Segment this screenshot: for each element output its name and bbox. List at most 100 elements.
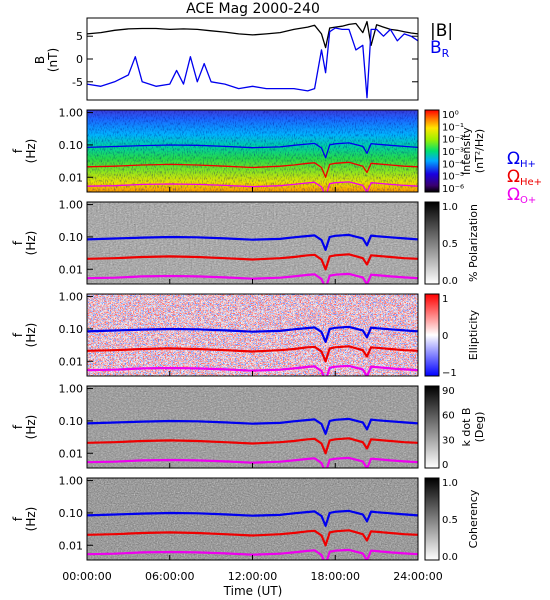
colorbar-tick-label-3-0: 90 [442,386,455,397]
colorbar-label-name-0: Intensity [460,127,473,175]
panel-ylabel-name-1: f [11,240,25,245]
colorbar-tick-label-4-0: 1.0 [442,478,458,489]
colorbar-tick-label-4-1: 0.5 [442,515,458,526]
colorbar-4 [424,477,440,561]
colorbar-tick-label-0-5: 10⁻⁵ [442,172,464,183]
panel-ylabel-unit-2: (Hz) [24,323,38,348]
colorbar-label-name-4: Coherency [467,489,480,548]
panel-ytick-label-4-1: 0.10 [59,507,84,520]
colorbar-tick-label-2-1: 0 [442,331,448,342]
field-ylabel: B (nT) [33,48,60,72]
gyro-line-3-2 [87,456,418,468]
panel-ylabel-unit-4: (Hz) [24,507,38,532]
colorbar-tick-label-1-1: 0.5 [442,239,458,250]
xtick-label-4: 24:00:00 [393,570,442,583]
panel-ytick-label-2-1: 0.10 [59,323,84,336]
colorbar-tick-label-4-2: 0.0 [442,552,458,563]
panel-ylabel-1: f (Hz) [11,231,38,256]
panel-ylabel-unit-1: (Hz) [24,231,38,256]
spectral-panel-3 [87,386,418,468]
gyro-legend-2: ΩO+ [507,185,536,206]
panel-ytick-label-3-1: 0.10 [59,415,84,428]
field-ylabel-unit: (nT) [46,48,60,72]
spectral-panel-2 [87,294,418,376]
colorbar-tick-label-2-0: 1 [442,294,448,305]
colorbar-tick-label-1-2: 0.0 [442,276,458,287]
spectral-panel-1 [87,202,418,284]
panel-ytick-label-3-2: 0.01 [59,447,84,460]
gyro-line-0-1 [87,161,418,178]
spectral-panel-0 [87,110,418,192]
panel-texture-2 [87,294,418,376]
colorbar-1 [424,201,440,285]
panel-ytick-label-4-0: 1.00 [59,475,84,488]
gyro-line-3-1 [87,437,418,455]
colorbar-tick-label-0-6: 10⁻⁶ [442,184,464,195]
panel-ylabel-unit-0: (Hz) [24,139,38,164]
panel-ylabel-name-3: f [11,424,25,429]
colorbar-tick-label-0-1: 10⁻¹ [442,122,464,133]
xtick-label-0: 00:00:00 [62,570,111,583]
field-ytick-label-0: 5 [76,30,83,43]
gyro-line-2-2 [87,364,418,376]
xtick-label-2: 12:00:00 [228,570,277,583]
colorbar-tick-label-1-0: 1.0 [442,202,458,213]
panel-ytick-label-0-0: 1.00 [59,107,84,120]
xtick-label-1: 06:00:00 [145,570,194,583]
panel-ylabel-4: f (Hz) [11,507,38,532]
colorbar-tick-label-3-2: 30 [442,435,455,446]
panel-ylabel-name-4: f [11,516,25,521]
x-axis-label: Time (UT) [223,584,283,598]
field-series-line-1 [86,27,419,99]
panel-ylabel-2: f (Hz) [11,323,38,348]
colorbar-0 [424,109,440,193]
colorbar-label-1: % Polarization [467,204,480,282]
field-legend-subscript-1: R [442,47,450,60]
gyro-line-1-0 [87,233,418,251]
panel-ylabel-name-0: f [11,148,25,153]
field-ytick-label-1: 0 [76,53,83,66]
panel-ytick-label-2-2: 0.01 [59,355,84,368]
gyro-line-0-2 [87,181,418,192]
panel-ytick-label-0-2: 0.01 [59,171,84,184]
colorbar-label-name-3: k dot B [460,408,473,447]
colorbar-tick-label-0-0: 10⁰ [442,110,459,121]
panel-texture-4 [87,478,418,560]
gyro-line-2-0 [87,325,418,343]
gyro-line-4-0 [87,509,418,527]
panel-ytick-label-1-0: 1.00 [59,199,84,212]
colorbar-label-0: Intensity (nT²/Hz) [460,127,486,175]
colorbar-label-3: k dot B (Deg) [460,408,486,447]
colorbar-label-name-2: Ellipticity [467,309,480,360]
panel-ytick-label-1-2: 0.01 [59,263,84,276]
colorbar-label-4: Coherency [467,489,480,548]
panel-ytick-label-3-0: 1.00 [59,383,84,396]
gyro-line-4-1 [87,529,418,547]
panel-texture-3 [87,386,418,468]
colorbar-tick-label-2-2: −1 [442,368,457,379]
panel-ytick-label-1-1: 0.10 [59,231,84,244]
panel-ytick-label-2-0: 1.00 [59,291,84,304]
xtick-label-3: 18:00:00 [311,570,360,583]
colorbar-3 [424,385,440,469]
panel-ytick-label-0-1: 0.10 [59,139,84,152]
field-legend-1: BR [430,38,450,60]
gyro-line-4-2 [87,548,418,560]
panel-texture-1 [87,202,418,284]
colorbar-tick-label-3-3: 0 [442,460,448,471]
field-series-line-0 [86,20,419,49]
chart-title: ACE Mag 2000-240 [186,1,320,17]
panel-ylabel-0: f (Hz) [11,139,38,164]
gyro-legend-subscript-0: H+ [520,159,536,170]
colorbar-label-unit-3: (Deg) [473,412,486,443]
colorbar-tick-label-0-4: 10⁻⁴ [442,159,464,170]
gyro-line-1-2 [87,272,418,284]
gyro-line-2-1 [87,345,418,363]
colorbar-tick-label-0-3: 10⁻³ [442,147,464,158]
colorbar-label-unit-0: (nT²/Hz) [473,129,486,173]
gyro-line-0-0 [87,142,418,159]
gyro-legend-subscript-2: O+ [520,195,536,206]
colorbar-tick-label-3-1: 60 [442,411,455,422]
colorbar-2 [424,293,440,377]
